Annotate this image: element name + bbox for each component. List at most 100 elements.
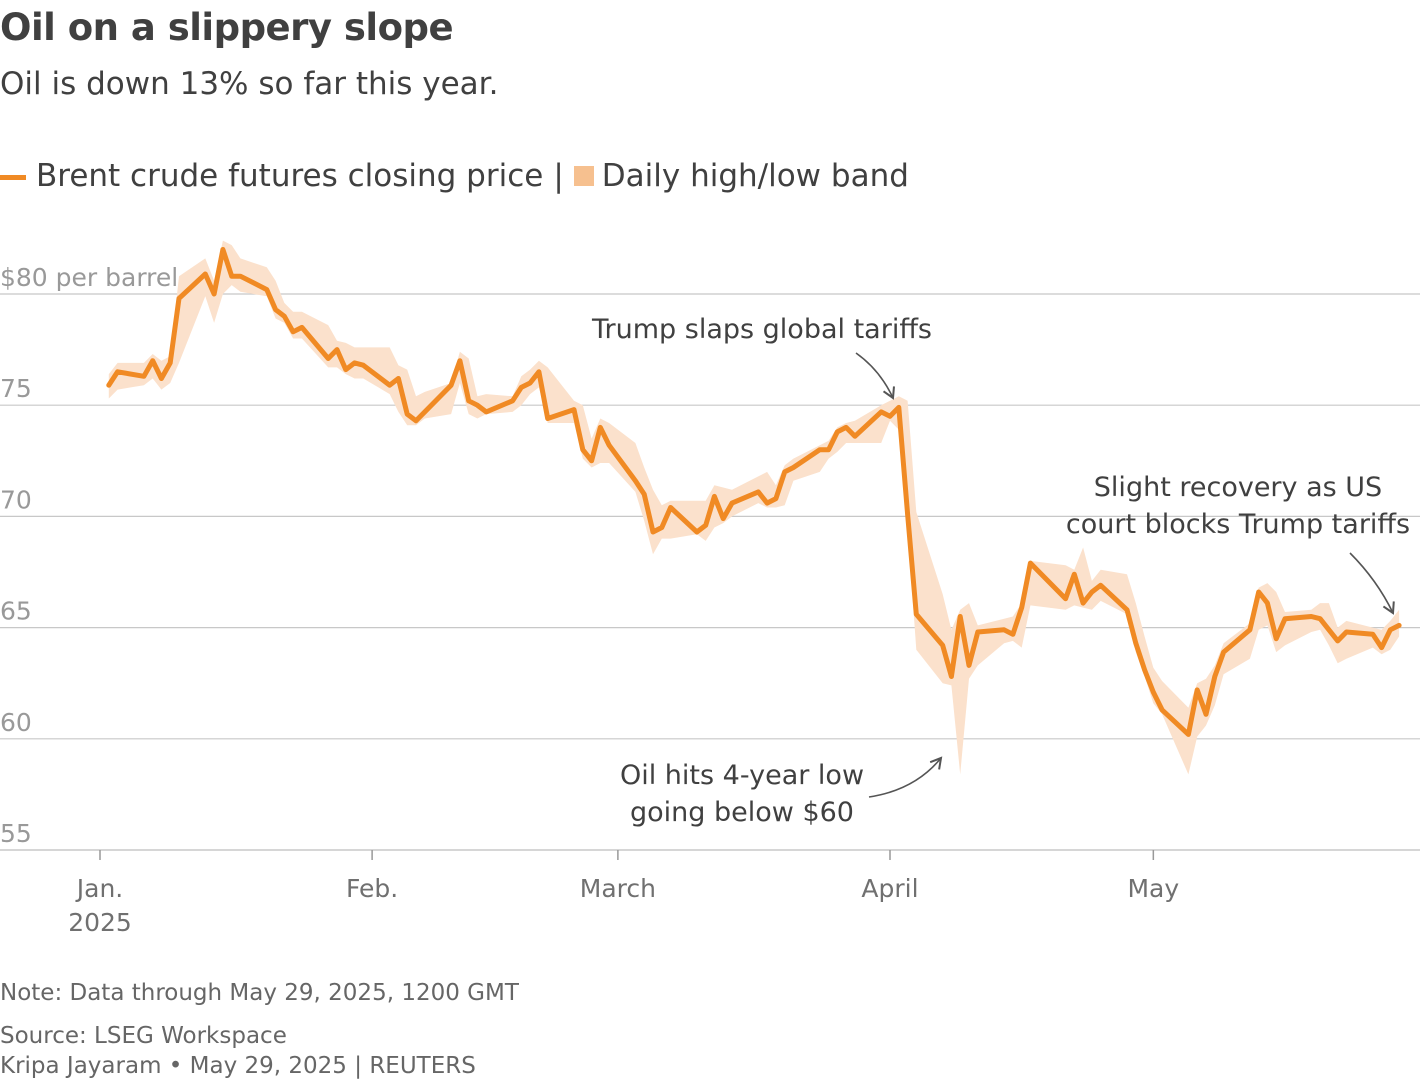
y-tick-label: 75: [0, 374, 32, 403]
price-point: [694, 529, 700, 535]
y-tick-label: 55: [0, 819, 32, 848]
price-point: [1151, 689, 1156, 695]
annotation-label: court blocks Trump tariffs: [1066, 509, 1410, 540]
price-point: [1317, 616, 1323, 621]
price-point: [405, 411, 410, 417]
price-point: [282, 314, 287, 319]
annotation-label: Slight recovery as US: [1094, 472, 1382, 503]
x-tick-label: April: [861, 874, 918, 903]
price-point: [203, 271, 208, 277]
price-point: [1124, 607, 1130, 612]
price-point: [159, 376, 164, 381]
price-point: [484, 409, 489, 415]
price-point: [843, 425, 849, 430]
price-point: [782, 469, 787, 475]
price-point: [835, 429, 840, 435]
price-point: [510, 398, 515, 403]
chart-note: Note: Data through May 29, 2025, 1200 GM…: [0, 980, 519, 1006]
price-point: [1089, 589, 1095, 595]
price-point: [1019, 605, 1024, 610]
price-point: [238, 274, 243, 279]
legend-band-label: Daily high/low band: [601, 158, 909, 194]
price-point: [905, 512, 910, 517]
price-point: [1028, 560, 1033, 566]
legend-separator: |: [553, 158, 564, 194]
price-point: [352, 360, 357, 366]
annotation-arrow: [868, 756, 943, 798]
x-tick-sublabel: 2025: [68, 908, 132, 937]
chart-legend: Brent crude futures closing price | Dail…: [0, 158, 909, 194]
legend-line-label: Brent crude futures closing price: [36, 158, 544, 194]
price-point: [229, 274, 234, 279]
price-point: [1247, 627, 1253, 632]
price-point: [387, 383, 392, 388]
price-chart: Trump slaps global tariffs Oil hits 4-yea…: [0, 240, 1420, 937]
price-point: [413, 418, 419, 423]
price-point: [571, 407, 577, 412]
price-point: [1396, 623, 1402, 628]
chart-title: Oil on a slippery slope: [0, 6, 454, 49]
price-point: [1344, 629, 1349, 635]
price-point: [1195, 687, 1200, 693]
price-point: [1370, 632, 1376, 637]
price-point: [940, 643, 945, 648]
price-point: [589, 458, 594, 463]
price-point: [1309, 614, 1314, 619]
price-point: [220, 247, 226, 252]
price-point: [466, 398, 471, 403]
chart-credit: Kripa Jayaram • May 29, 2025 | REUTERS: [0, 1053, 476, 1079]
price-point: [852, 434, 858, 439]
price-point: [1335, 638, 1340, 644]
price-point: [668, 505, 673, 510]
y-tick-label: 65: [0, 597, 32, 626]
price-point: [422, 409, 427, 415]
price-point: [1379, 645, 1384, 650]
x-tick-label: March: [580, 874, 656, 903]
price-point: [1133, 641, 1139, 646]
price-point: [1282, 616, 1288, 621]
price-point: [273, 307, 278, 312]
price-point: [1274, 636, 1279, 641]
price-point: [1212, 674, 1218, 679]
y-tick-label: 60: [0, 708, 32, 737]
price-point: [633, 478, 638, 483]
price-point: [211, 291, 217, 297]
price-point: [326, 356, 331, 361]
chart-source: Source: LSEG Workspace: [0, 1023, 287, 1049]
price-point: [176, 296, 182, 301]
price-point: [475, 403, 480, 408]
price-point: [817, 447, 822, 452]
price-point: [343, 367, 348, 372]
price-point: [598, 425, 603, 430]
price-point: [1326, 627, 1332, 632]
price-point: [448, 383, 454, 388]
price-point: [606, 443, 612, 448]
x-tick-label: Jan.: [75, 874, 123, 903]
price-point: [1080, 600, 1086, 606]
annotation-label: Trump slaps global tariffs: [591, 314, 932, 345]
price-point: [1159, 707, 1165, 713]
price-point: [545, 416, 550, 421]
annotation-label: Oil hits 4-year low: [620, 760, 864, 791]
y-tick-label: $80 per barrel: [0, 263, 178, 292]
price-point: [150, 358, 155, 363]
price-point: [1142, 667, 1147, 673]
price-point: [914, 612, 919, 617]
price-point: [106, 383, 112, 388]
price-point: [1388, 627, 1393, 632]
y-tick-label: 70: [0, 485, 32, 514]
legend-band-swatch: [573, 166, 594, 186]
price-point: [1186, 732, 1191, 737]
price-point: [580, 447, 585, 452]
price-point: [756, 489, 761, 495]
price-point: [527, 380, 533, 386]
price-point: [949, 674, 954, 679]
price-point: [1265, 600, 1270, 606]
price-point: [975, 629, 980, 635]
price-point: [764, 500, 770, 506]
price-point: [703, 523, 708, 528]
price-point: [361, 363, 366, 368]
price-point: [642, 492, 647, 497]
price-point: [958, 614, 963, 619]
price-point: [650, 529, 656, 535]
